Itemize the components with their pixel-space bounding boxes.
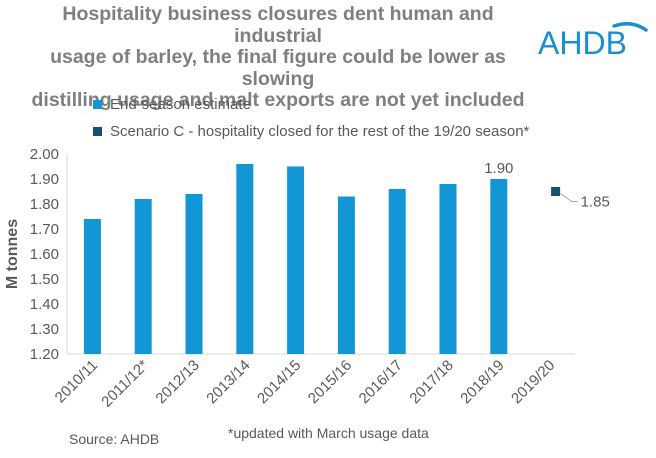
title-line-3: distilling usage and malt exports are no… — [31, 89, 525, 111]
x-tick-label: 2013/14 — [203, 357, 253, 407]
x-tick-label: 2011/12* — [98, 357, 152, 411]
bar-201314 — [236, 164, 254, 354]
legend-swatch-end-season — [93, 100, 102, 109]
bar-201819 — [490, 179, 508, 354]
bar-201516 — [337, 196, 355, 354]
title-line-2: usage of barley, the final figure could … — [50, 46, 506, 90]
bar-201718 — [439, 184, 457, 354]
source-note: Source: AHDB — [69, 431, 160, 447]
y-tick-label: 1.20 — [30, 346, 59, 363]
x-tick-label: 2018/19 — [457, 357, 507, 407]
x-tick-label: 2014/15 — [254, 357, 304, 407]
y-tick-label: 1.80 — [30, 196, 59, 213]
legend-label-end-season: End-season estimate — [110, 96, 251, 113]
bar-201011 — [83, 219, 101, 354]
x-tick-label: 2019/20 — [508, 357, 558, 407]
y-tick-label: 1.90 — [30, 171, 59, 188]
data-label-2019-20: 1.85 — [581, 194, 610, 211]
ahdb-logo: AHDB — [538, 22, 648, 61]
x-tick-label: 2016/17 — [356, 357, 406, 407]
y-tick-label: 1.40 — [30, 296, 59, 313]
y-axis-title: M tonnes — [4, 219, 21, 289]
ahdb-logo-text: AHDB — [538, 25, 627, 61]
x-tick-label: 2010/11 — [52, 357, 102, 407]
footnote: *updated with March usage data — [228, 425, 429, 441]
x-tick-label: 2015/16 — [305, 357, 355, 407]
legend-label-scenario-c: Scenario C - hospitality closed for the … — [110, 123, 530, 140]
title-line-1: Hospitality business closures dent human… — [62, 3, 494, 47]
bar-201617 — [388, 189, 406, 354]
y-tick-label: 2.00 — [30, 146, 59, 163]
bar-201213 — [185, 194, 203, 354]
data-label-leader-line — [560, 193, 578, 202]
x-tick-label: 2012/13 — [152, 357, 202, 407]
data-label-2018-19: 1.90 — [484, 160, 513, 177]
y-tick-label: 1.50 — [30, 271, 59, 288]
y-tick-label: 1.30 — [30, 321, 59, 338]
scenario-c-marker — [551, 187, 561, 196]
x-tick-label: 2017/18 — [406, 357, 456, 407]
y-tick-label: 1.70 — [30, 221, 59, 238]
legend-scenario-c: Scenario C - hospitality closed for the … — [93, 123, 529, 140]
bar-201112 — [134, 199, 152, 354]
y-tick-label: 1.60 — [30, 246, 59, 263]
chart-title: Hospitality business closures dent human… — [18, 3, 538, 112]
bar-201415 — [287, 166, 305, 354]
legend-swatch-scenario-c — [93, 127, 102, 136]
legend-end-season: End-season estimate — [93, 96, 251, 113]
